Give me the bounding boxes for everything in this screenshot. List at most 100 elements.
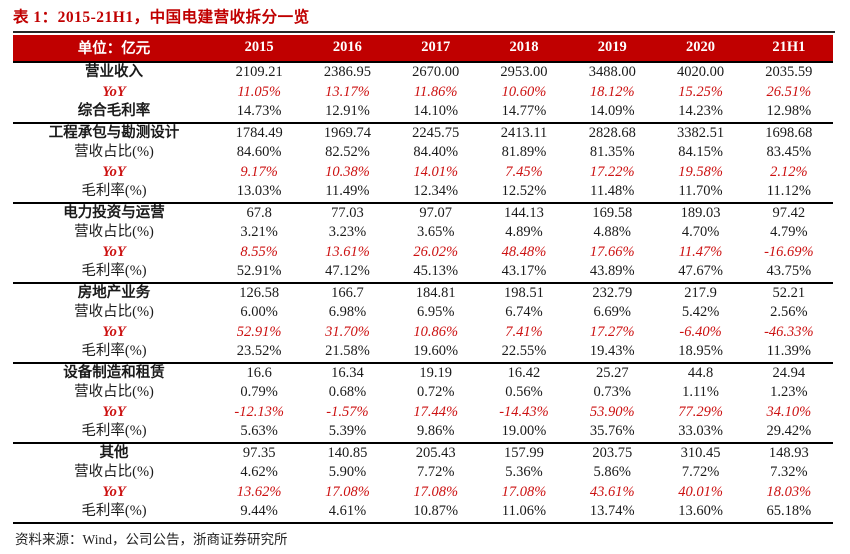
- cell: 3382.51: [656, 121, 745, 143]
- row-label: 电力投资与运营: [13, 201, 215, 223]
- table-row: YoY 13.62% 17.08% 17.08% 17.08% 43.61% 40.01% 1…: [13, 483, 833, 503]
- row-label: 毛利率(%): [81, 263, 147, 279]
- cell: 10.38%: [325, 163, 370, 180]
- table-row: 营业收入 2109.21 2386.95 2670.00 2953.00 3488.00 4…: [13, 62, 833, 83]
- header-row: 单位：亿元 2015 2016 2017 2018 2019 2020 21H1: [13, 35, 833, 63]
- row-label: 毛利率(%): [13, 502, 215, 524]
- cell: 81.35%: [589, 144, 635, 160]
- cell: 47.12%: [325, 263, 370, 279]
- cell: 25.27: [568, 361, 657, 383]
- cell: 9.44%: [215, 502, 304, 524]
- row-label: YoY: [102, 403, 126, 420]
- cell: 12.34%: [413, 183, 459, 199]
- cell: -6.40%: [679, 323, 722, 340]
- row-label: 营收占比(%): [74, 224, 154, 240]
- cell: 14.77%: [501, 103, 547, 119]
- row-label: 毛利率(%): [81, 343, 147, 359]
- cell: 11.70%: [678, 183, 723, 199]
- cell: 232.79: [568, 281, 657, 303]
- cell: 19.19: [391, 361, 480, 383]
- column-header: 21H1: [744, 35, 833, 63]
- table-row: YoY 11.05% 13.17% 11.86% 10.60% 18.12% 15.25% 2…: [13, 83, 833, 103]
- cell: 4.89%: [505, 224, 543, 240]
- cell: 7.32%: [770, 464, 808, 480]
- row-label: 营收占比(%): [74, 384, 154, 400]
- cell: 40.01%: [678, 483, 723, 500]
- cell: 19.43%: [589, 343, 635, 359]
- cell: 29.42%: [766, 423, 812, 439]
- row-label: YoY: [102, 83, 126, 100]
- cell: 2.56%: [770, 304, 808, 320]
- cell: 3.23%: [328, 224, 367, 240]
- cell: 17.44%: [413, 403, 459, 420]
- column-header: 2018: [479, 35, 569, 63]
- cell: 4.62%: [240, 464, 278, 480]
- cell: 5.63%: [240, 423, 278, 439]
- cell: 13.74%: [568, 502, 657, 524]
- cell: 17.08%: [501, 483, 547, 500]
- table-body: 营业收入 2109.21 2386.95 2670.00 2953.00 3488.00 4…: [13, 62, 833, 524]
- cell: 1.23%: [770, 384, 808, 400]
- cell: 1969.74: [303, 121, 392, 143]
- source-note: 资料来源：Wind，公司公告，浙商证券研究所: [15, 531, 288, 547]
- table-row: 设备制造和租赁 16.6 16.34 19.19 16.42 25.27 44.8 24.94: [13, 361, 833, 383]
- cell: 33.03%: [678, 423, 723, 439]
- cell: -46.33%: [764, 323, 814, 340]
- cell: 11.12%: [766, 183, 811, 199]
- cell: 2670.00: [412, 64, 460, 80]
- cell: 21.58%: [325, 343, 370, 359]
- table-title: 表 1：2015-21H1，中国电建营收拆分一览: [13, 9, 310, 26]
- cell: 17.66%: [589, 243, 635, 260]
- cell: 1784.49: [215, 121, 304, 143]
- cell: 81.89%: [501, 144, 547, 160]
- row-label: 其他: [13, 441, 215, 463]
- cell: 13.03%: [236, 183, 282, 199]
- row-label: 营收占比(%): [74, 144, 154, 160]
- cell: 148.93: [744, 441, 833, 463]
- cell: 52.21: [744, 281, 833, 303]
- cell: 44.8: [656, 361, 745, 383]
- cell: 15.25%: [678, 83, 723, 100]
- cell: 45.13%: [413, 263, 459, 279]
- cell: 10.87%: [391, 502, 480, 524]
- table-row: YoY 9.17% 10.38% 14.01% 7.45% 17.22% 19.58% 2.1…: [13, 163, 833, 183]
- cell: 6.98%: [328, 304, 367, 320]
- cell: 2386.95: [323, 64, 371, 80]
- cell: 2828.68: [568, 121, 657, 143]
- cell: 11.47%: [678, 243, 723, 260]
- cell: 13.61%: [325, 243, 370, 260]
- cell: 77.03: [303, 201, 392, 223]
- cell: 26.51%: [766, 83, 812, 100]
- cell: 19.00%: [501, 423, 547, 439]
- cell: 11.39%: [766, 343, 811, 359]
- table-row: 毛利率(%) 5.63% 5.39% 9.86% 19.00% 35.76% 33.03% 2…: [13, 422, 833, 443]
- cell: 19.58%: [678, 163, 723, 180]
- cell: 43.61%: [589, 483, 635, 500]
- cell: 1698.68: [744, 121, 833, 143]
- row-label: YoY: [102, 163, 126, 180]
- cell: 4.88%: [593, 224, 631, 240]
- table-row: 毛利率(%) 23.52% 21.58% 19.60% 22.55% 19.43% 18.9…: [13, 342, 833, 363]
- cell: -14.43%: [499, 403, 549, 420]
- row-label: 房地产业务: [13, 281, 215, 303]
- cell: 217.9: [656, 281, 745, 303]
- cell: 0.72%: [416, 384, 455, 400]
- cell: 35.76%: [589, 423, 635, 439]
- cell: -12.13%: [234, 403, 284, 420]
- cell: 7.72%: [416, 464, 455, 480]
- cell: 7.72%: [681, 464, 720, 480]
- cell: 11.06%: [479, 502, 569, 524]
- cell: 47.67%: [678, 263, 723, 279]
- table-row: 毛利率(%) 52.91% 47.12% 45.13% 43.17% 43.89% 47.6…: [13, 262, 833, 283]
- cell: 43.17%: [501, 263, 547, 279]
- cell: 14.10%: [413, 103, 459, 119]
- cell: 12.98%: [766, 103, 812, 119]
- cell: 2.12%: [770, 163, 808, 180]
- cell: 24.94: [744, 361, 833, 383]
- cell: 17.22%: [589, 163, 635, 180]
- cell: 4020.00: [676, 64, 725, 80]
- table-row: 电力投资与运营 67.8 77.03 97.07 144.13 169.58 189.03 9…: [13, 201, 833, 223]
- unit-header: 单位：亿元: [13, 35, 215, 63]
- cell: 13.62%: [236, 483, 282, 500]
